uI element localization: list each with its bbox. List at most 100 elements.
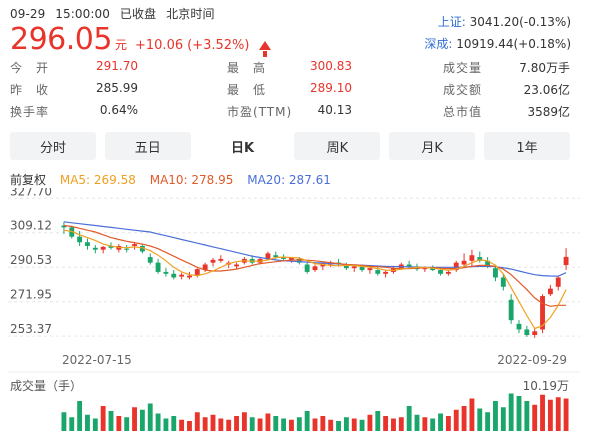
quote-header: 09-29 15:00:00 已收盘 北京时间 296.05 元 +10.06 … — [0, 0, 589, 57]
candle-body — [61, 225, 67, 228]
candle-body — [555, 277, 561, 287]
quote-value: 300.83 — [310, 59, 352, 73]
x-end-date: 2022-09-29 — [497, 353, 567, 367]
volume-bar — [296, 417, 302, 431]
volume-bar — [124, 417, 130, 431]
candle-body — [77, 236, 83, 243]
volume-bar — [241, 412, 247, 431]
candle-body — [493, 268, 498, 278]
tab-period[interactable]: 1年 — [483, 132, 570, 160]
volume-max-label: 10.19万 — [522, 379, 569, 393]
candle-body — [265, 253, 271, 259]
candle-body — [563, 256, 569, 266]
volume-bar — [359, 419, 365, 431]
quote-row: 换手率 0.64% 市盈(TTM) 40.13 总市值 3589亿 — [0, 100, 589, 122]
candle-body — [234, 264, 239, 267]
candle-body — [540, 296, 545, 330]
volume-bar — [461, 406, 467, 431]
quote-label: 换手率 — [10, 105, 50, 119]
price-change: +10.06 — [135, 38, 184, 53]
quote-grid: 今 开 291.70 最 高 300.83 成交量 7.80万手昨 收 285.99 最 低 2… — [0, 56, 589, 122]
volume-bar — [265, 413, 271, 431]
candle-body — [516, 323, 522, 330]
quote-label: 今 开 — [10, 61, 50, 75]
volume-bar — [516, 396, 522, 431]
arrow-up-icon — [259, 41, 272, 50]
volume-bar — [414, 414, 420, 431]
tab-period[interactable]: 五日 — [104, 132, 191, 160]
volume-bar — [343, 417, 349, 431]
index-name: 上证: — [437, 15, 466, 29]
volume-bar — [108, 411, 114, 431]
volume-bar — [249, 417, 255, 431]
ma10-line — [63, 224, 567, 307]
candle-body — [163, 271, 169, 274]
candle-body — [132, 244, 137, 246]
candle-body — [351, 266, 357, 269]
volume-bar — [375, 411, 381, 431]
candle-body — [281, 257, 287, 259]
tab-period[interactable]: 周K — [294, 132, 381, 160]
candle-body — [375, 270, 381, 274]
volume-bar — [547, 399, 553, 431]
volume-bar — [500, 407, 506, 431]
volume-bar — [132, 407, 137, 431]
timestamp-bar: 09-29 15:00:00 已收盘 北京时间 — [10, 5, 221, 22]
tab-period[interactable]: 月K — [389, 132, 476, 160]
volume-bar — [469, 398, 475, 431]
volume-bar — [540, 394, 545, 431]
volume-bar — [187, 421, 192, 431]
candle-body — [477, 257, 483, 261]
volume-bar — [328, 419, 334, 431]
ma20-line — [63, 221, 567, 277]
volume-bar — [85, 414, 90, 431]
last-price: 296.05 — [10, 22, 112, 57]
candle-body — [210, 259, 216, 263]
adjust-label[interactable]: 前复权 — [10, 173, 47, 187]
volume-bar — [171, 416, 177, 431]
quote-value: 3589亿 — [527, 105, 570, 119]
candle-body — [273, 255, 279, 258]
candle-body — [508, 299, 514, 321]
volume-bar — [524, 401, 530, 431]
candle-body — [155, 262, 161, 272]
candle-body — [85, 242, 90, 246]
volume-bar — [100, 406, 106, 431]
quote-value: 40.13 — [317, 103, 352, 117]
volume-bar — [453, 409, 459, 431]
quote-label: 市盈(TTM) — [227, 105, 293, 119]
volume-bar — [532, 404, 538, 431]
volume-bar — [430, 418, 436, 431]
volume-bar — [92, 418, 98, 431]
price-row: 296.05 元 +10.06 (+3.52%) — [10, 22, 275, 57]
volume-bar — [508, 393, 514, 431]
candle-body — [218, 258, 224, 261]
candle-body — [171, 273, 177, 278]
kline-chart[interactable]: 327.70 309.12 290.53 271.95 253.37 2022-07-15… — [0, 188, 589, 436]
index-value: 3041.20(-0.13%) — [469, 15, 571, 29]
volume-bar — [438, 413, 443, 431]
candle-body — [139, 245, 145, 252]
volume-bar — [383, 416, 389, 431]
x-start-date: 2022-07-15 — [62, 353, 132, 367]
volume-bar — [273, 416, 279, 431]
quote-value: 291.70 — [96, 59, 138, 73]
volume-bar — [304, 411, 310, 431]
tab-period[interactable]: 日K — [199, 132, 286, 160]
volume-bar — [367, 414, 373, 431]
quote-label: 昨 收 — [10, 83, 50, 97]
candle-body — [92, 247, 98, 250]
volume-bar — [202, 417, 208, 431]
index-name: 深成: — [424, 37, 453, 51]
candle-body — [469, 255, 475, 261]
candle-body — [202, 264, 208, 271]
tab-period[interactable]: 分时 — [10, 132, 96, 160]
quote-value: 0.64% — [99, 103, 138, 117]
volume-bar — [234, 416, 239, 431]
ma5-label: MA5: 269.58 — [59, 173, 136, 187]
index-shanghai[interactable]: 上证: 3041.20(-0.13%) — [424, 11, 571, 33]
index-shenzhen[interactable]: 深成: 10919.44(+0.18%) — [424, 33, 571, 55]
y-tick-label: 309.12 — [10, 219, 52, 233]
candle-body — [422, 268, 428, 270]
candle-body — [108, 245, 114, 248]
